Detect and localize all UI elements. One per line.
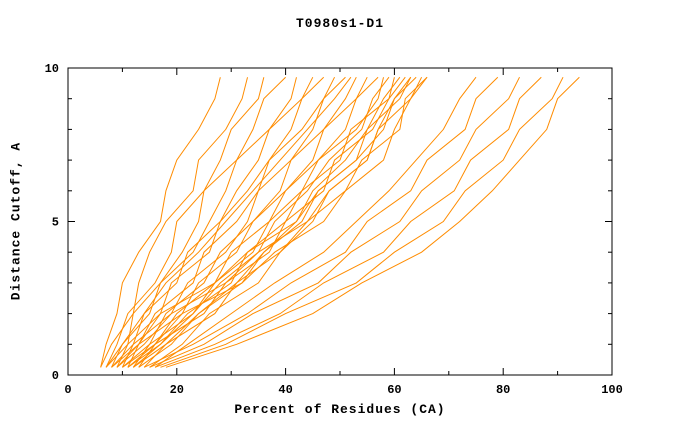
model-curve bbox=[132, 76, 412, 368]
model-curve bbox=[127, 76, 390, 368]
model-curve bbox=[100, 77, 249, 368]
model-curve bbox=[100, 77, 221, 368]
model-curve bbox=[116, 76, 412, 368]
model-curve bbox=[160, 76, 564, 368]
y-tick-label: 0 bbox=[52, 369, 59, 383]
model-curve bbox=[165, 76, 580, 368]
x-axis-label: Percent of Residues (CA) bbox=[234, 402, 446, 417]
model-curve bbox=[138, 76, 417, 368]
model-curve bbox=[149, 76, 520, 368]
model-curve bbox=[154, 76, 542, 368]
model-curve bbox=[111, 76, 314, 368]
x-tick-label: 100 bbox=[601, 383, 623, 397]
x-tick-label: 60 bbox=[387, 383, 401, 397]
model-curve bbox=[105, 76, 352, 368]
x-tick-label: 80 bbox=[496, 383, 510, 397]
y-tick-label: 10 bbox=[45, 62, 59, 76]
model-curve bbox=[143, 76, 499, 368]
model-curve bbox=[154, 76, 477, 368]
model-curve bbox=[122, 76, 428, 368]
y-tick-label: 5 bbox=[52, 216, 59, 230]
chart-title: T0980s1-D1 bbox=[295, 16, 384, 31]
x-tick-label: 20 bbox=[170, 383, 184, 397]
model-curve bbox=[105, 76, 286, 368]
model-curve bbox=[127, 76, 368, 368]
model-curve bbox=[116, 76, 336, 368]
model-curve bbox=[143, 76, 423, 368]
model-curve bbox=[105, 77, 265, 368]
x-tick-label: 0 bbox=[64, 383, 71, 397]
x-tick-label: 40 bbox=[278, 383, 292, 397]
model-curve bbox=[116, 76, 325, 368]
